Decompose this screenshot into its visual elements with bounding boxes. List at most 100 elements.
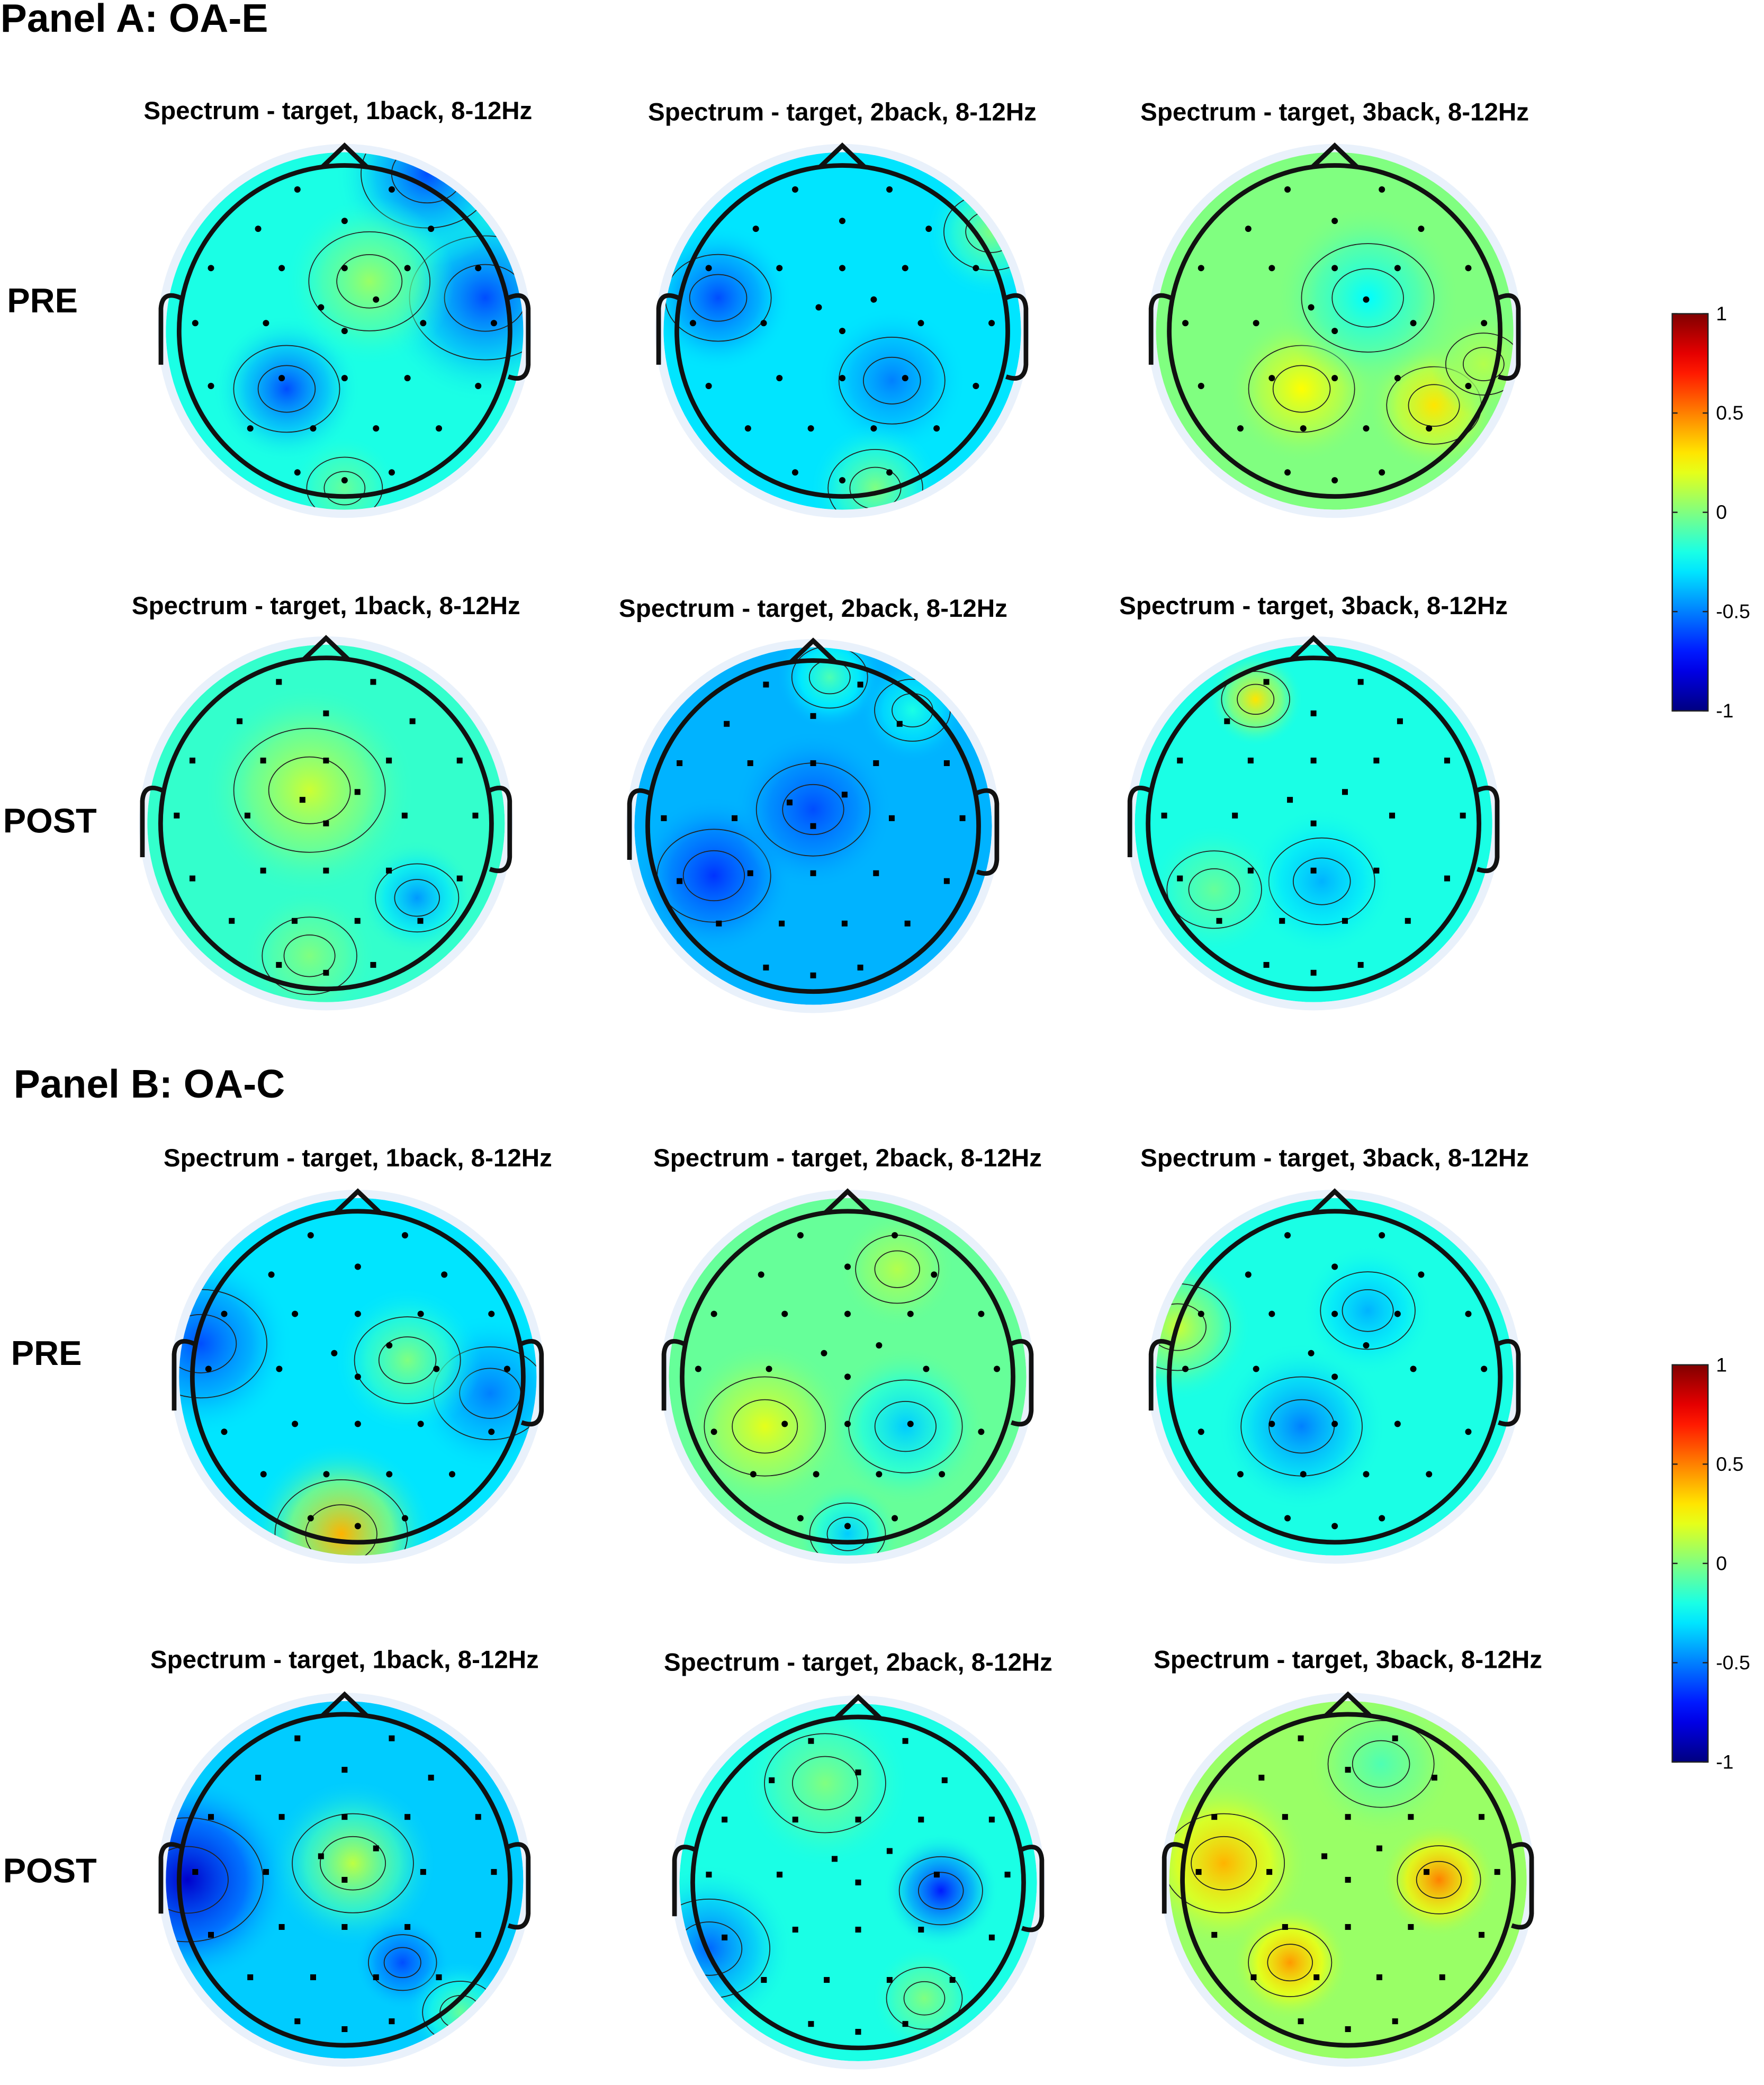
nose-icon	[789, 637, 838, 664]
electrode-marker	[323, 710, 329, 716]
electrode-marker	[1253, 320, 1259, 327]
electrode-marker	[710, 1428, 717, 1435]
scalp-map	[1156, 1198, 1514, 1556]
electrode-marker	[1310, 757, 1317, 763]
activation-blob	[291, 435, 398, 510]
electrode-marker	[933, 1872, 940, 1878]
electrode-marker	[744, 425, 751, 432]
electrode-marker	[1263, 679, 1270, 685]
topoplot-title: Spectrum - target, 3back, 8-12Hz	[1154, 1646, 1542, 1674]
electrode-marker	[255, 1774, 262, 1781]
electrode-marker	[1310, 969, 1317, 976]
electrode-marker	[331, 1350, 338, 1356]
contour-line	[308, 231, 431, 331]
nose-icon	[334, 1188, 382, 1215]
electrode-marker	[404, 375, 411, 382]
electrode-marker	[1211, 1931, 1218, 1938]
electrode-marker	[763, 964, 769, 970]
electrode-marker	[1004, 1872, 1011, 1878]
electrode-marker	[341, 1876, 348, 1883]
contour-line	[1327, 1720, 1435, 1808]
electrode-marker	[174, 812, 180, 819]
electrode-marker	[341, 218, 348, 224]
electrode-marker	[1363, 1342, 1370, 1349]
panel-b-title: Panel B: OA-C	[14, 1062, 285, 1106]
contour-line	[1301, 243, 1435, 353]
activation-blob	[679, 1864, 794, 2034]
scalp-map	[679, 1703, 1037, 2061]
electrode-marker	[1431, 1774, 1437, 1781]
electrode-marker	[1300, 425, 1307, 432]
topoplot: Spectrum - target, 2back, 8-12Hz	[664, 1648, 1052, 2070]
electrode-marker	[1363, 425, 1370, 432]
electrode-marker	[855, 2029, 861, 2035]
activation-blob	[1380, 1821, 1498, 1938]
electrode-marker	[1247, 867, 1254, 874]
ear-icon	[1497, 1339, 1521, 1427]
electrode-marker	[1331, 328, 1338, 335]
electrode-marker	[488, 1428, 495, 1435]
electrode-marker	[1376, 1974, 1382, 1981]
electrode-marker	[417, 1310, 424, 1317]
activation-blob	[740, 1703, 910, 1868]
electrode-marker	[886, 1848, 893, 1854]
electrode-marker	[855, 1879, 861, 1885]
electrode-marker	[925, 226, 932, 232]
electrode-marker	[401, 812, 408, 819]
electrode-marker	[436, 1974, 442, 1981]
topoplot-title: Spectrum - target, 2back, 8-12Hz	[619, 595, 1007, 623]
electrode-marker	[456, 875, 463, 882]
ear-icon	[158, 1842, 182, 1914]
electrode-marker	[1177, 757, 1183, 763]
nose-icon	[818, 142, 867, 169]
activation-blob	[1301, 1244, 1434, 1377]
electrode-marker	[1232, 812, 1238, 819]
contour-line	[782, 784, 844, 835]
electrode-marker	[307, 1515, 314, 1522]
electrode-marker	[1182, 1365, 1189, 1372]
electrode-marker	[1313, 1974, 1320, 1981]
electrode-marker	[1216, 918, 1222, 924]
contour-line	[1445, 332, 1514, 396]
contour-line	[886, 1966, 963, 2030]
electrode-marker	[844, 1373, 851, 1380]
electrode-marker	[221, 1310, 228, 1317]
electrode-marker	[1408, 1814, 1414, 1820]
electrode-marker	[808, 2021, 814, 2027]
contour-line	[268, 756, 351, 824]
electrode-marker	[841, 920, 848, 927]
ear-icon	[976, 788, 1000, 876]
electrode-marker	[821, 1350, 827, 1356]
electrode-marker	[988, 1817, 995, 1823]
electrode-marker	[1331, 477, 1338, 484]
contour-line	[1188, 868, 1240, 911]
electrode-marker	[1253, 1365, 1259, 1372]
electrode-marker	[192, 320, 199, 327]
electrode-marker	[1282, 1814, 1288, 1820]
electrode-marker	[1357, 961, 1364, 968]
electrode-marker	[268, 1271, 275, 1278]
electrode-marker	[475, 382, 482, 389]
topoplot: Spectrum - target, 2back, 8-12Hz	[648, 98, 1037, 518]
ear-icon	[1476, 785, 1500, 874]
electrode-marker	[1331, 1373, 1338, 1380]
electrode-marker	[1331, 1523, 1338, 1530]
contour-line	[354, 1316, 461, 1404]
electrode-marker	[237, 718, 243, 724]
electrode-marker	[1424, 1869, 1430, 1875]
electrode-marker	[917, 320, 924, 327]
electrode-marker	[747, 760, 753, 766]
colorbar-tick-label: 0	[1716, 501, 1727, 523]
electrode-marker	[792, 1817, 798, 1823]
electrode-marker	[949, 1977, 956, 1983]
electrode-marker	[373, 1845, 379, 1852]
electrode-marker	[722, 1817, 728, 1823]
electrode-marker	[810, 760, 816, 766]
contour-line	[1463, 347, 1505, 381]
contour-line	[1169, 1813, 1285, 1913]
contour-line	[257, 365, 316, 413]
electrode-marker	[797, 1515, 804, 1522]
row-label-a-pre: PRE	[7, 281, 78, 320]
contour-line	[679, 1921, 743, 1976]
activation-blob	[248, 1441, 434, 1556]
